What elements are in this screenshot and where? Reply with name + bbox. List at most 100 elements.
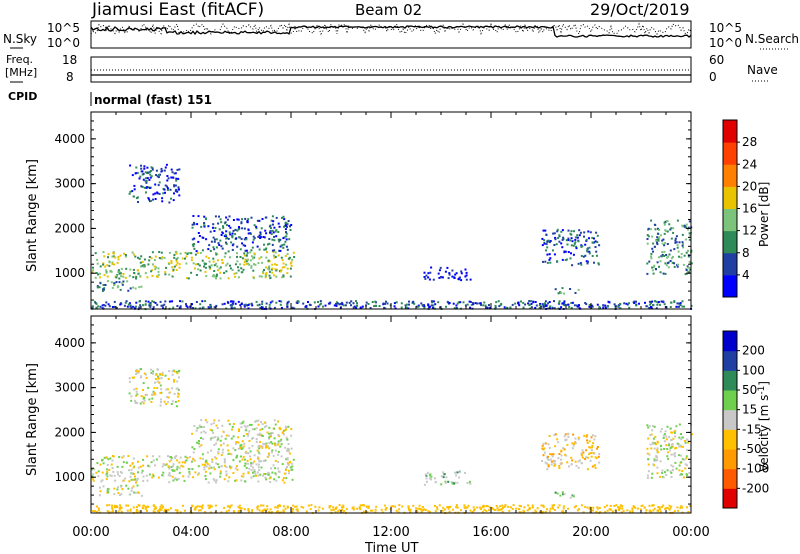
range-cell bbox=[253, 469, 256, 471]
range-cell bbox=[204, 461, 207, 464]
range-cell bbox=[291, 462, 294, 465]
range-cell bbox=[105, 456, 108, 459]
range-cell bbox=[657, 451, 660, 454]
range-cell bbox=[140, 375, 143, 378]
range-cell bbox=[194, 253, 197, 256]
range-cell bbox=[277, 420, 279, 423]
range-cell bbox=[160, 508, 163, 511]
range-cell bbox=[232, 435, 235, 438]
range-cell bbox=[518, 304, 521, 307]
range-cell bbox=[218, 215, 220, 218]
nave-tick-bottom: 0 bbox=[709, 70, 717, 84]
range-cell bbox=[113, 300, 116, 303]
range-cell bbox=[164, 300, 167, 303]
range-cell bbox=[656, 261, 659, 264]
range-cell bbox=[465, 274, 468, 277]
range-cell bbox=[129, 305, 132, 308]
range-cell bbox=[243, 254, 246, 257]
range-cell bbox=[268, 303, 271, 306]
range-cell bbox=[149, 304, 152, 307]
range-cell bbox=[309, 304, 312, 307]
velocity-frame bbox=[90, 315, 692, 514]
range-cell bbox=[269, 508, 272, 511]
range-cell bbox=[543, 451, 546, 454]
range-cell bbox=[560, 302, 563, 305]
range-cell bbox=[119, 288, 122, 291]
range-cell bbox=[143, 372, 146, 375]
range-cell bbox=[142, 475, 145, 478]
range-cell bbox=[688, 461, 691, 464]
range-cell bbox=[573, 230, 575, 233]
range-cell bbox=[289, 461, 292, 464]
range-cell bbox=[161, 169, 164, 172]
range-cell bbox=[191, 505, 194, 508]
range-cell bbox=[589, 446, 592, 449]
range-cell bbox=[563, 292, 566, 295]
range-cell bbox=[261, 445, 264, 448]
range-cell bbox=[661, 472, 664, 475]
range-cell bbox=[586, 506, 589, 509]
range-cell bbox=[663, 244, 666, 247]
ytick-label: 1000 bbox=[54, 266, 85, 280]
range-cell bbox=[286, 447, 289, 450]
range-cell bbox=[292, 251, 295, 254]
range-cell bbox=[563, 300, 566, 303]
range-cell bbox=[645, 509, 648, 512]
range-cell bbox=[652, 425, 654, 428]
range-cell bbox=[211, 275, 214, 278]
range-cell bbox=[539, 303, 542, 305]
range-cell bbox=[468, 300, 471, 303]
range-cell bbox=[666, 262, 669, 265]
range-cell bbox=[567, 435, 570, 438]
range-cell bbox=[185, 304, 188, 307]
range-cell bbox=[262, 474, 265, 477]
range-cell bbox=[671, 468, 674, 471]
range-cell bbox=[105, 301, 108, 304]
range-cell bbox=[588, 305, 591, 308]
range-cell bbox=[284, 429, 287, 432]
range-cell bbox=[170, 466, 173, 468]
range-cell bbox=[586, 248, 589, 251]
range-cell bbox=[111, 506, 114, 509]
range-cell bbox=[198, 442, 200, 445]
range-cell bbox=[593, 438, 596, 441]
range-cell bbox=[548, 241, 551, 244]
range-cell bbox=[173, 172, 176, 175]
range-cell bbox=[149, 173, 152, 176]
range-cell bbox=[247, 304, 250, 306]
range-cell bbox=[214, 436, 217, 439]
range-cell bbox=[431, 301, 434, 304]
range-cell bbox=[425, 274, 428, 277]
range-cell bbox=[256, 245, 259, 248]
range-cell bbox=[149, 176, 152, 179]
range-cell bbox=[648, 260, 651, 263]
range-cell bbox=[489, 306, 492, 309]
xtick-label: 00:00 bbox=[72, 525, 109, 540]
range-cell bbox=[279, 303, 282, 306]
range-cell bbox=[193, 237, 196, 240]
range-cell bbox=[219, 470, 222, 473]
range-cell bbox=[144, 171, 147, 174]
range-cell bbox=[647, 437, 650, 440]
range-cell bbox=[558, 300, 561, 303]
range-cell bbox=[592, 506, 595, 509]
range-cell bbox=[119, 254, 122, 257]
range-cell bbox=[211, 458, 214, 461]
range-cell bbox=[136, 171, 139, 174]
range-cell bbox=[242, 455, 245, 458]
range-cell bbox=[674, 429, 677, 432]
range-cell bbox=[430, 475, 433, 478]
range-cell bbox=[102, 304, 105, 306]
range-cell bbox=[166, 510, 169, 513]
range-cell bbox=[356, 304, 358, 307]
range-cell bbox=[166, 187, 169, 190]
range-cell bbox=[455, 304, 458, 307]
range-cell bbox=[149, 305, 152, 308]
range-cell bbox=[141, 506, 144, 509]
range-cell bbox=[157, 476, 160, 479]
range-cell bbox=[176, 395, 179, 398]
range-cell bbox=[359, 504, 362, 507]
range-cell bbox=[152, 198, 154, 201]
range-cell bbox=[617, 304, 620, 307]
range-cell bbox=[223, 478, 226, 481]
